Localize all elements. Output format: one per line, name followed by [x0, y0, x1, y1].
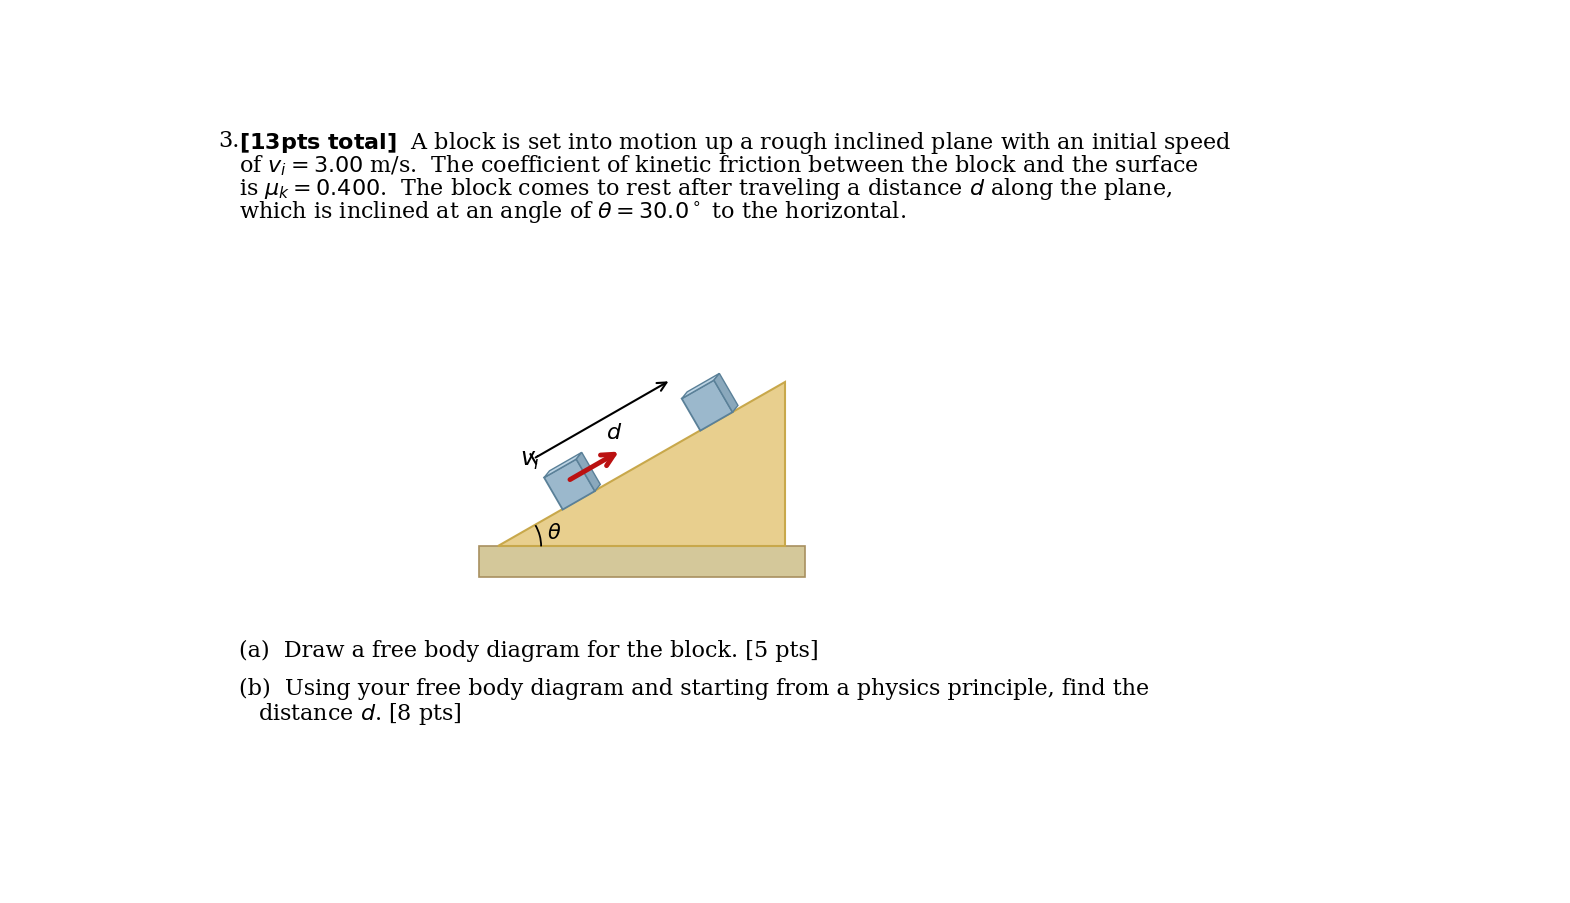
Polygon shape [576, 452, 600, 491]
Polygon shape [545, 452, 582, 478]
Polygon shape [545, 460, 595, 510]
Text: (a)  Draw a free body diagram for the block. [5 pts]: (a) Draw a free body diagram for the blo… [239, 639, 818, 661]
Text: $v_i$: $v_i$ [520, 449, 540, 471]
Text: $\mathbf{[13pts\ total]}$  A block is set into motion up a rough inclined plane : $\mathbf{[13pts\ total]}$ A block is set… [239, 130, 1231, 156]
Polygon shape [499, 383, 785, 547]
Polygon shape [714, 374, 738, 413]
Text: is $\mu_k = 0.400$.  The block comes to rest after traveling a distance $d$ alon: is $\mu_k = 0.400$. The block comes to r… [239, 176, 1173, 202]
Text: $d$: $d$ [606, 422, 622, 443]
Text: distance $d$. [8 pts]: distance $d$. [8 pts] [257, 701, 462, 727]
Polygon shape [681, 374, 719, 399]
Text: of $v_i = 3.00$ m/s.  The coefficient of kinetic friction between the block and : of $v_i = 3.00$ m/s. The coefficient of … [239, 153, 1199, 178]
Text: which is inclined at an angle of $\theta = 30.0^\circ$ to the horizontal.: which is inclined at an angle of $\theta… [239, 200, 906, 225]
Text: 3.: 3. [218, 130, 239, 152]
Text: (b)  Using your free body diagram and starting from a physics principle, find th: (b) Using your free body diagram and sta… [239, 677, 1149, 700]
Polygon shape [479, 547, 804, 578]
Polygon shape [681, 381, 733, 431]
Text: $\theta$: $\theta$ [546, 522, 560, 542]
